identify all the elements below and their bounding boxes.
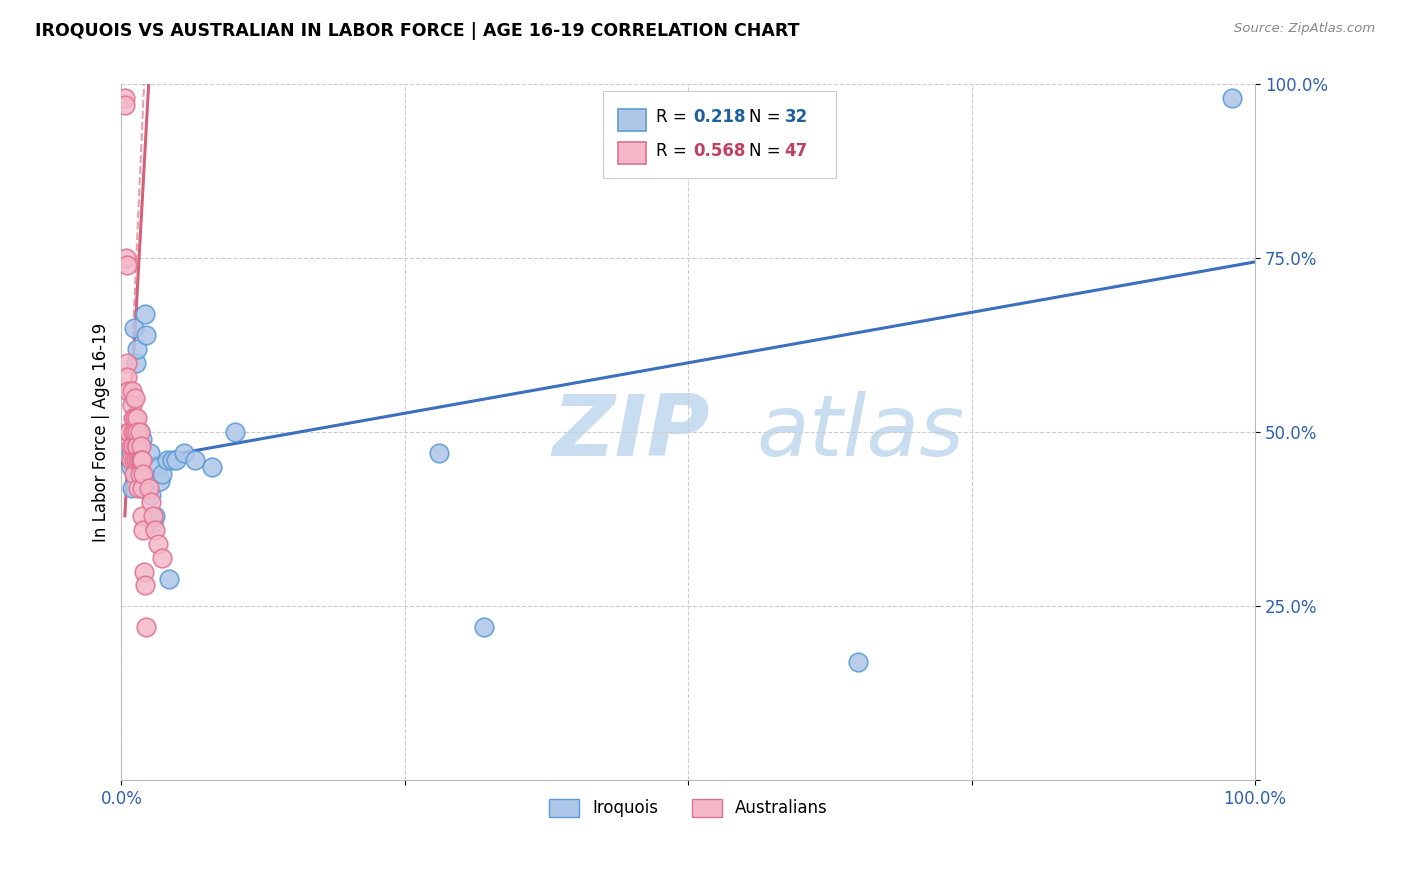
Point <box>121 425 143 440</box>
Point <box>127 439 149 453</box>
Point <box>122 321 145 335</box>
Point <box>120 460 142 475</box>
Point <box>139 495 162 509</box>
Point <box>224 425 246 440</box>
Point <box>121 439 143 453</box>
Point <box>149 474 172 488</box>
Point <box>132 523 155 537</box>
Point <box>127 453 149 467</box>
Point <box>127 425 149 440</box>
Text: 0.218: 0.218 <box>693 108 745 126</box>
Point <box>146 460 169 475</box>
Point <box>150 550 173 565</box>
Point <box>124 411 146 425</box>
Point <box>114 91 136 105</box>
Point <box>146 537 169 551</box>
Point <box>121 481 143 495</box>
Point <box>128 467 150 482</box>
Legend: Iroquois, Australians: Iroquois, Australians <box>543 792 834 824</box>
Point <box>117 425 139 440</box>
Point <box>132 467 155 482</box>
Y-axis label: In Labor Force | Age 16-19: In Labor Force | Age 16-19 <box>93 323 110 542</box>
Text: 32: 32 <box>785 108 808 126</box>
Point <box>114 98 136 112</box>
Point <box>127 342 149 356</box>
Point <box>135 620 157 634</box>
Point <box>125 439 148 453</box>
Point <box>131 433 153 447</box>
Point <box>118 425 141 440</box>
Text: ZIP: ZIP <box>553 391 710 474</box>
Point <box>120 425 142 440</box>
Point <box>115 252 138 266</box>
Point <box>173 446 195 460</box>
Point <box>131 453 153 467</box>
Point <box>124 425 146 440</box>
Point <box>128 425 150 440</box>
Text: R =: R = <box>657 142 693 160</box>
Point <box>131 481 153 495</box>
Point <box>135 328 157 343</box>
Point <box>142 516 165 530</box>
Point <box>117 384 139 398</box>
Point <box>122 453 145 467</box>
Point <box>125 356 148 370</box>
Point <box>846 655 869 669</box>
Text: R =: R = <box>657 108 693 126</box>
Point <box>184 453 207 467</box>
Point <box>121 439 143 453</box>
Point <box>115 369 138 384</box>
Point <box>120 453 142 467</box>
Point <box>472 620 495 634</box>
Point <box>115 356 138 370</box>
Text: N =: N = <box>749 142 786 160</box>
Point <box>139 446 162 460</box>
Text: 47: 47 <box>785 142 808 160</box>
Point <box>138 481 160 495</box>
FancyBboxPatch shape <box>603 91 835 178</box>
Point <box>121 384 143 398</box>
Point <box>128 453 150 467</box>
Point <box>127 481 149 495</box>
Point <box>145 523 167 537</box>
FancyBboxPatch shape <box>619 142 647 164</box>
Point <box>125 453 148 467</box>
Point <box>134 307 156 321</box>
Point <box>142 508 165 523</box>
Point <box>129 439 152 453</box>
Point <box>120 446 142 460</box>
Point <box>129 453 152 467</box>
Text: Source: ZipAtlas.com: Source: ZipAtlas.com <box>1234 22 1375 36</box>
Point <box>120 439 142 453</box>
Point <box>127 411 149 425</box>
Point <box>157 572 180 586</box>
Point <box>121 398 143 412</box>
Text: 0.568: 0.568 <box>693 142 745 160</box>
Point <box>139 488 162 502</box>
Point <box>134 578 156 592</box>
Point <box>165 453 187 467</box>
Text: N =: N = <box>749 108 786 126</box>
Point <box>132 565 155 579</box>
Point <box>131 508 153 523</box>
Point <box>121 411 143 425</box>
FancyBboxPatch shape <box>619 109 647 131</box>
Point <box>201 460 224 475</box>
Point <box>1220 91 1243 105</box>
Point <box>122 467 145 482</box>
Text: atlas: atlas <box>756 391 965 474</box>
Point <box>162 453 184 467</box>
Point <box>427 446 450 460</box>
Point <box>156 453 179 467</box>
Point <box>115 258 138 272</box>
Point <box>124 391 146 405</box>
Point <box>132 467 155 482</box>
Point <box>128 425 150 440</box>
Point <box>121 391 143 405</box>
Point <box>145 508 167 523</box>
Point <box>150 467 173 482</box>
Text: IROQUOIS VS AUSTRALIAN IN LABOR FORCE | AGE 16-19 CORRELATION CHART: IROQUOIS VS AUSTRALIAN IN LABOR FORCE | … <box>35 22 800 40</box>
